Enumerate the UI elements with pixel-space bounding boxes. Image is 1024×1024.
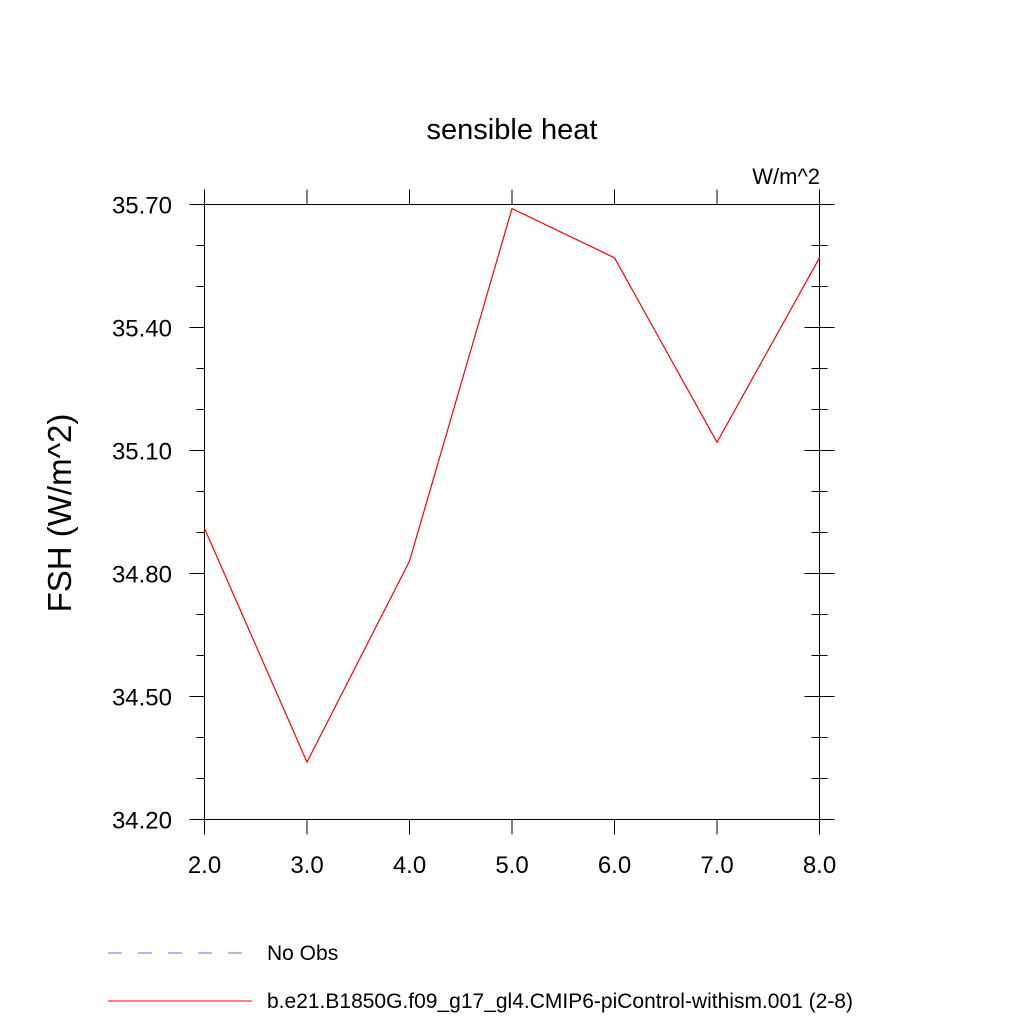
plot-frame [204,204,820,820]
series-line [203,207,821,764]
units-label: W/m^2 [752,164,820,189]
y-tick-label: 35.40 [112,316,172,343]
series-layer [203,207,821,764]
y-tick-label: 34.20 [112,808,172,835]
axis-ticks [189,189,835,835]
x-tick-label: 7.0 [700,852,733,879]
legend-label-no-obs: No Obs [267,942,338,965]
x-tick-label: 3.0 [290,852,323,879]
y-axis-label: FSH (W/m^2) [41,414,78,613]
y-tick-label: 34.50 [112,685,172,712]
x-tick-label: 2.0 [188,852,221,879]
chart-title: sensible heat [427,114,598,146]
legend: No Obs b.e21.B1850G.f09_g17_gl4.CMIP6-pi… [108,942,853,1013]
x-tick-label: 8.0 [803,852,836,879]
y-tick-label: 34.80 [112,562,172,589]
x-tick-label: 4.0 [393,852,426,879]
x-tick-label: 6.0 [598,852,631,879]
legend-label-model-run: b.e21.B1850G.f09_g17_gl4.CMIP6-piControl… [267,990,853,1013]
y-tick-label: 35.10 [112,439,172,466]
x-tick-label: 5.0 [495,852,528,879]
tick-labels: 2.0 3.0 4.0 5.0 6.0 7.0 8.0 34.20 34.50 34.80 35.1… [112,193,836,880]
y-tick-label: 35.70 [112,193,172,220]
